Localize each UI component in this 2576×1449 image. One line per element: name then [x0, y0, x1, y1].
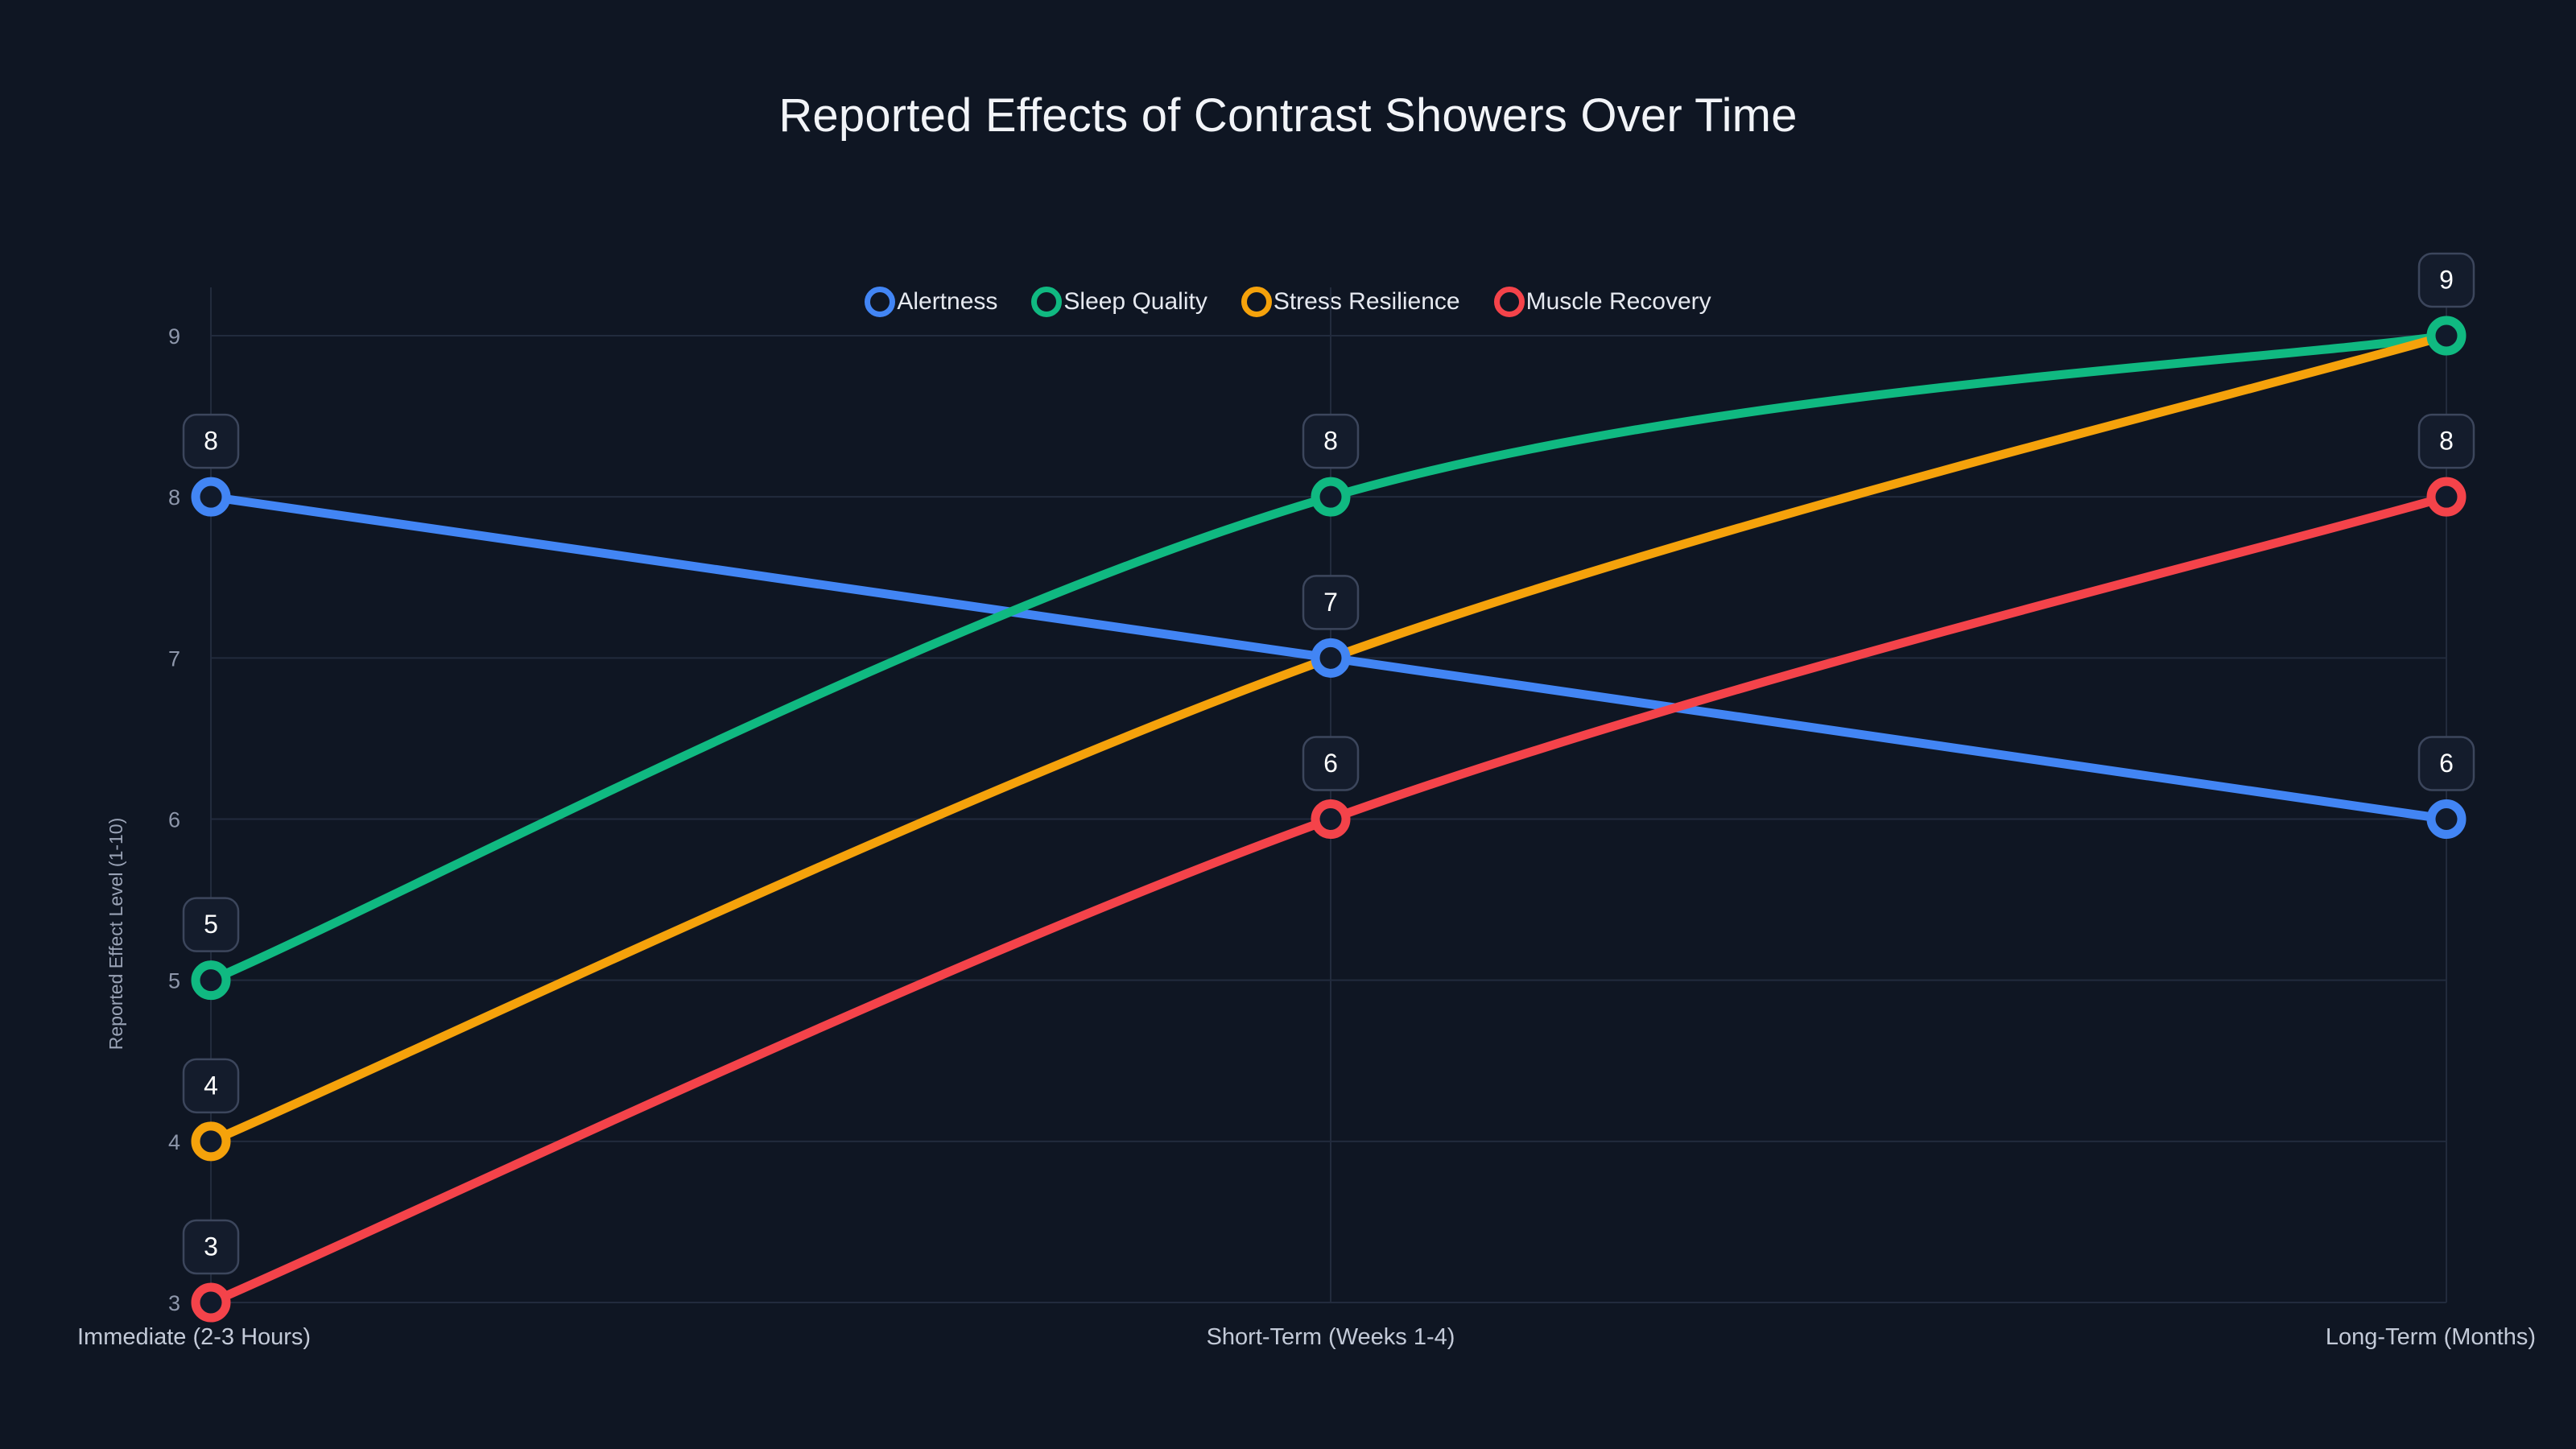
data-point-marker[interactable]: [1311, 638, 1351, 678]
y-axis-tick-label: 6: [168, 808, 180, 832]
data-point-marker[interactable]: [191, 1282, 231, 1323]
data-point-markers: [191, 316, 2467, 1323]
value-badge: 9: [2417, 252, 2475, 308]
y-axis-tick-label: 5: [168, 969, 180, 993]
y-axis-ticks: 3 4 5 6 7 8 9: [168, 324, 180, 1315]
x-axis-ticks: Immediate (2-3 Hours) Short-Term (Weeks 1…: [77, 1324, 2536, 1350]
value-badge: 3: [182, 1219, 240, 1275]
value-badge-text: 9: [2439, 265, 2454, 294]
value-badge-text: 7: [1323, 588, 1338, 617]
value-badge-text: 5: [204, 910, 218, 939]
y-axis-tick-label: 3: [168, 1291, 180, 1315]
value-badge: 6: [1302, 736, 1360, 791]
data-point-marker[interactable]: [2426, 316, 2467, 356]
value-badge-text: 8: [1323, 427, 1338, 456]
value-badge: 5: [182, 897, 240, 952]
data-point-marker[interactable]: [191, 1121, 231, 1162]
y-axis-title-label: Reported Effect Level (1-10): [105, 818, 126, 1051]
y-axis-tick-label: 4: [168, 1130, 180, 1154]
value-badge-text: 6: [2439, 749, 2454, 778]
y-axis-tick-label: 8: [168, 485, 180, 510]
value-badge: 7: [1302, 575, 1360, 630]
value-badge: 8: [2417, 413, 2475, 469]
value-badge-text: 8: [2439, 427, 2454, 456]
value-badge-text: 8: [204, 427, 218, 456]
y-axis-tick-label: 7: [168, 646, 180, 671]
data-point-marker[interactable]: [2426, 799, 2467, 839]
value-badge-text: 6: [1323, 749, 1338, 778]
x-axis-tick-label: Short-Term (Weeks 1-4): [1207, 1324, 1455, 1350]
value-badge-text: 4: [204, 1071, 218, 1100]
value-badge: 4: [182, 1058, 240, 1114]
value-badge: 6: [2417, 736, 2475, 791]
data-point-marker[interactable]: [1311, 799, 1351, 839]
value-badge-text: 3: [204, 1232, 218, 1261]
y-axis-title: Reported Effect Level (1-10): [105, 818, 126, 1051]
data-point-marker[interactable]: [191, 477, 231, 517]
data-point-marker[interactable]: [2426, 477, 2467, 517]
value-badge: 8: [1302, 413, 1360, 469]
data-point-marker[interactable]: [191, 960, 231, 1001]
data-point-marker[interactable]: [1311, 477, 1351, 517]
y-axis-tick-label: 9: [168, 324, 180, 349]
value-badge: 8: [182, 413, 240, 469]
chart-title: Reported Effects of Contrast Showers Ove…: [778, 89, 1798, 142]
data-point-value-badges: 8 7 6 5 8 9 4 3 6 8: [182, 252, 2475, 1275]
x-axis-tick-label: Long-Term (Months): [2326, 1324, 2536, 1350]
x-axis-tick-label: Immediate (2-3 Hours): [77, 1324, 311, 1350]
